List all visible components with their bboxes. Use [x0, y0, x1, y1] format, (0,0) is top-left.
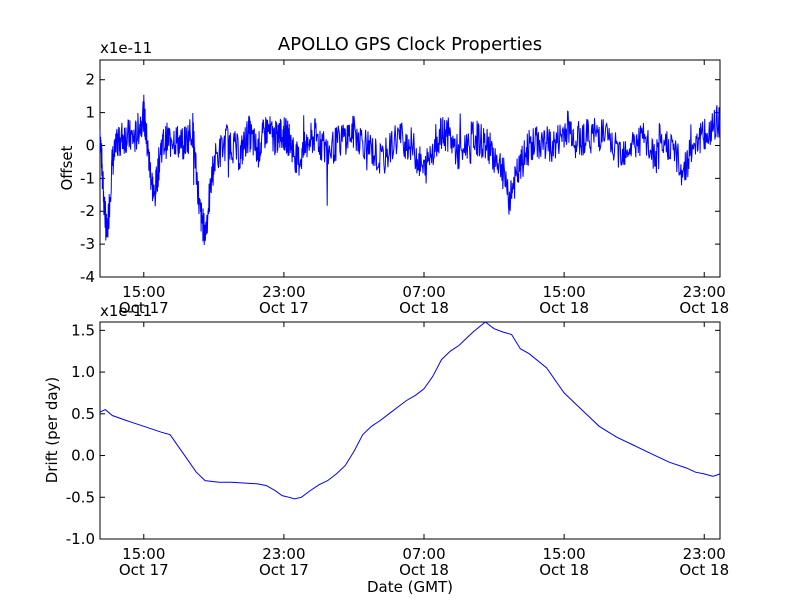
drift-series-line — [99, 321, 721, 500]
offset-y-tick-label: 2 — [85, 71, 95, 89]
drift-x-tick-date: Oct 17 — [119, 561, 169, 579]
drift-x-tick-date: Oct 17 — [259, 561, 309, 579]
drift-x-tick-time: 15:00 — [543, 545, 586, 563]
offset-series-line — [99, 94, 721, 246]
offset-x-tick-time: 23:00 — [683, 283, 726, 301]
offset-x-tick-date: Oct 18 — [539, 299, 589, 317]
drift-x-tick-date: Oct 18 — [399, 561, 449, 579]
drift-y-tick-label: 1.0 — [71, 363, 95, 381]
drift-x-tick-time: 23:00 — [683, 545, 726, 563]
chart-title: APOLLO GPS Clock Properties — [278, 34, 542, 55]
offset-y-tick-label: -4 — [80, 268, 95, 286]
offset-x-tick-time: 15:00 — [543, 283, 586, 301]
drift-y-ticks: 1.5 1.0 0.5 0.0 -0.5 -1.0 — [66, 321, 720, 548]
offset-y-tick-label: 0 — [85, 136, 95, 154]
drift-y-tick-label: 1.5 — [71, 321, 95, 339]
offset-x-tick-time: 15:00 — [122, 283, 165, 301]
drift-plot-area — [99, 321, 721, 540]
offset-scale-label: x1e-11 — [100, 39, 152, 57]
drift-x-tick-date: Oct 18 — [539, 561, 589, 579]
offset-plot-area — [99, 59, 721, 278]
offset-y-tick-label: -3 — [80, 235, 95, 253]
drift-x-tick-time: 07:00 — [402, 545, 445, 563]
drift-x-axis-label: Date (GMT) — [367, 578, 453, 596]
drift-y-tick-label: -1.0 — [66, 530, 95, 548]
offset-y-tick-label: -2 — [80, 202, 95, 220]
offset-x-tick-time: 07:00 — [402, 283, 445, 301]
drift-y-tick-label: 0.5 — [71, 405, 95, 423]
offset-x-tick-time: 23:00 — [262, 283, 305, 301]
offset-y-axis-label: Offset — [58, 145, 76, 190]
drift-y-tick-label: 0.0 — [71, 447, 95, 465]
drift-x-tick-date: Oct 18 — [679, 561, 729, 579]
offset-x-tick-date: Oct 17 — [119, 299, 169, 317]
offset-y-ticks: 2 1 0 -1 -2 -3 -4 — [80, 71, 720, 286]
drift-scale-label: x1e-11 — [100, 302, 152, 320]
offset-x-tick-date: Oct 18 — [679, 299, 729, 317]
drift-y-tick-label: -0.5 — [66, 488, 95, 506]
drift-x-tick-time: 15:00 — [122, 545, 165, 563]
drift-x-tick-time: 23:00 — [262, 545, 305, 563]
drift-y-axis-label: Drift (per day) — [43, 377, 61, 484]
offset-y-tick-label: 1 — [85, 104, 95, 122]
offset-y-tick-label: -1 — [80, 169, 95, 187]
offset-x-tick-date: Oct 17 — [259, 299, 309, 317]
offset-x-tick-date: Oct 18 — [399, 299, 449, 317]
